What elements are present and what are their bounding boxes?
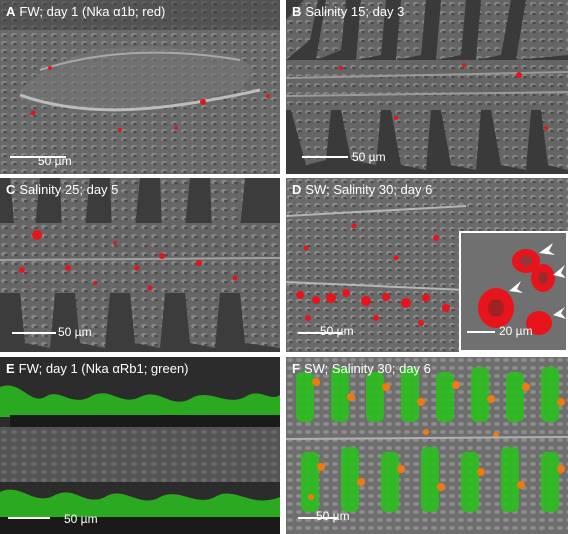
panel-e-scale-bar <box>8 517 50 519</box>
panel-d-inset-scale-label: 20 µm <box>499 324 533 338</box>
panel-d-inset-image <box>461 233 566 350</box>
panel-b-micrograph: B Salinity 15; day 3 50 µm <box>286 0 568 174</box>
panel-a-scale-bar <box>10 156 66 158</box>
panel-c-image <box>0 178 280 352</box>
panel-c-scale-label: 50 µm <box>58 325 92 339</box>
arrowhead-markers <box>509 243 566 319</box>
panel-a-label: A FW; day 1 (Nka α1b; red) <box>6 4 166 19</box>
panel-d-label: D SW; Salinity 30; day 6 <box>292 182 433 197</box>
panel-e-label: E FW; day 1 (Nka αRb1; green) <box>6 361 189 376</box>
panel-c-scale-bar <box>12 332 56 334</box>
panel-d-scale-label: 50 µm <box>320 324 354 338</box>
panel-d-micrograph: D SW; Salinity 30; day 6 50 µm 20 µm <box>286 178 568 352</box>
panel-f-image <box>286 357 568 534</box>
panel-b-scale-bar <box>302 156 348 158</box>
panel-d-inset-scale-bar <box>467 331 495 333</box>
panel-c-label: C Salinity 25; day 5 <box>6 182 119 197</box>
panel-d-inset: 20 µm <box>459 231 568 352</box>
panel-a-image <box>0 0 280 174</box>
panel-e-image <box>0 357 280 534</box>
panel-d-scale-bar <box>298 332 342 334</box>
panel-a-scale-label: 50 µm <box>38 154 72 168</box>
panel-f-scale-bar <box>298 517 338 519</box>
panel-b-scale-label: 50 µm <box>352 150 386 164</box>
panel-f-micrograph: F SW; Salinity 30; day 6 50 µm <box>286 357 568 534</box>
panel-e-micrograph: E FW; day 1 (Nka αRb1; green) 50 µm <box>0 357 280 534</box>
panel-f-scale-label: 50 µm <box>316 509 350 523</box>
panel-f-label: F SW; Salinity 30; day 6 <box>292 361 431 376</box>
panel-a-micrograph: A FW; day 1 (Nka α1b; red) 50 µm <box>0 0 280 174</box>
panel-e-scale-label: 50 µm <box>64 512 98 526</box>
panel-c-micrograph: C Salinity 25; day 5 50 µm <box>0 178 280 352</box>
panel-b-image <box>286 0 568 174</box>
panel-b-label: B Salinity 15; day 3 <box>292 4 405 19</box>
